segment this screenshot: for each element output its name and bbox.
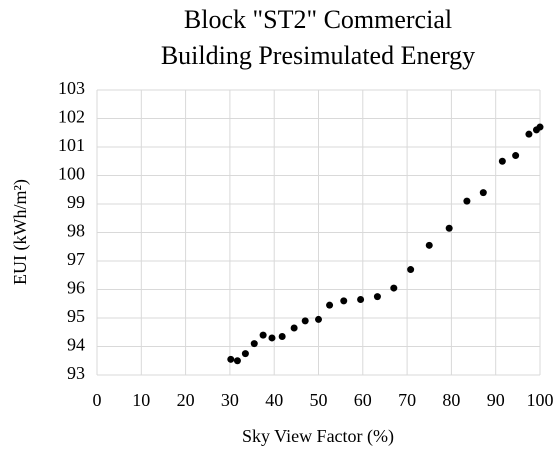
point <box>373 293 381 301</box>
point <box>315 315 322 323</box>
chart-title: Building Presimulated Energy <box>161 41 475 70</box>
y-tick-label: 93 <box>67 363 85 383</box>
y-tick-label: 102 <box>58 107 85 127</box>
y-tick-label: 101 <box>58 135 85 155</box>
point <box>227 355 235 363</box>
x-tick-label: 100 <box>527 390 554 410</box>
point <box>390 284 398 292</box>
point <box>536 123 544 131</box>
x-tick-label: 50 <box>310 390 328 410</box>
point <box>425 241 433 249</box>
x-tick-label: 90 <box>487 390 505 410</box>
point <box>233 357 241 365</box>
point <box>357 295 365 303</box>
chart-title: Block "ST2" Commercial <box>184 5 452 34</box>
y-tick-label: 100 <box>58 164 85 184</box>
point <box>326 301 334 309</box>
point <box>479 189 487 197</box>
x-tick-label: 10 <box>132 390 150 410</box>
point <box>259 331 267 339</box>
y-tick-label: 99 <box>67 192 85 212</box>
point <box>301 317 309 325</box>
point <box>241 350 249 358</box>
x-tick-label: 70 <box>398 390 416 410</box>
x-tick-label: 0 <box>93 390 102 410</box>
point <box>498 157 506 165</box>
x-tick-label: 80 <box>442 390 460 410</box>
point <box>278 333 286 341</box>
point <box>512 152 520 160</box>
point <box>290 324 298 332</box>
point <box>407 266 415 274</box>
point <box>340 297 348 305</box>
x-axis-label: Sky View Factor (%) <box>242 426 394 447</box>
x-tick-label: 60 <box>354 390 372 410</box>
point <box>268 334 276 342</box>
y-axis-label: EUI (kWh/m²) <box>10 179 31 285</box>
point <box>463 197 471 205</box>
point <box>250 340 258 348</box>
y-tick-label: 103 <box>58 78 85 98</box>
x-tick-label: 20 <box>177 390 195 410</box>
point <box>445 224 453 232</box>
point <box>525 130 533 138</box>
x-tick-label: 40 <box>265 390 283 410</box>
y-tick-label: 94 <box>67 335 85 355</box>
y-tick-label: 98 <box>67 221 85 241</box>
y-tick-label: 97 <box>67 249 85 269</box>
y-tick-label: 95 <box>67 306 85 326</box>
y-tick-label: 96 <box>67 278 85 298</box>
x-tick-label: 30 <box>221 390 239 410</box>
